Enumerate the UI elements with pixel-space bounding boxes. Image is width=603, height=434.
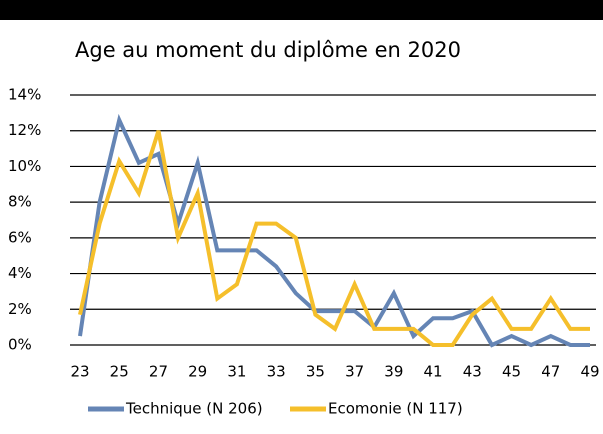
x-tick-label: 23 [70, 363, 89, 381]
y-tick-label: 4% [8, 264, 32, 282]
y-tick-label: 14% [8, 86, 41, 104]
x-tick-label: 29 [188, 363, 207, 381]
x-tick-label: 43 [463, 363, 482, 381]
x-tick-label: 47 [541, 363, 560, 381]
y-tick-label: 6% [8, 228, 32, 246]
y-tick-label: 8% [8, 193, 32, 211]
x-tick-label: 35 [306, 363, 325, 381]
y-tick-label: 0% [8, 336, 32, 354]
header-bar [0, 0, 603, 20]
x-tick-label: 39 [384, 363, 403, 381]
y-tick-label: 10% [8, 157, 41, 175]
chart-title: Age au moment du diplôme en 2020 [75, 38, 461, 62]
x-tick-label: 27 [149, 363, 168, 381]
x-tick-label: 31 [227, 363, 246, 381]
series-line [78, 130, 590, 347]
y-tick-label: 2% [8, 300, 32, 318]
x-tick-label: 49 [580, 363, 599, 381]
x-tick-label: 41 [424, 363, 443, 381]
y-tick-label: 12% [8, 121, 41, 139]
legend-label: Technique (N 206) [125, 400, 263, 418]
legend-label: Ecomonie (N 117) [328, 400, 463, 418]
series-line [78, 113, 590, 348]
x-tick-label: 45 [502, 363, 521, 381]
x-tick-label: 37 [345, 363, 364, 381]
x-tick-label: 25 [110, 363, 129, 381]
x-tick-label: 33 [267, 363, 286, 381]
